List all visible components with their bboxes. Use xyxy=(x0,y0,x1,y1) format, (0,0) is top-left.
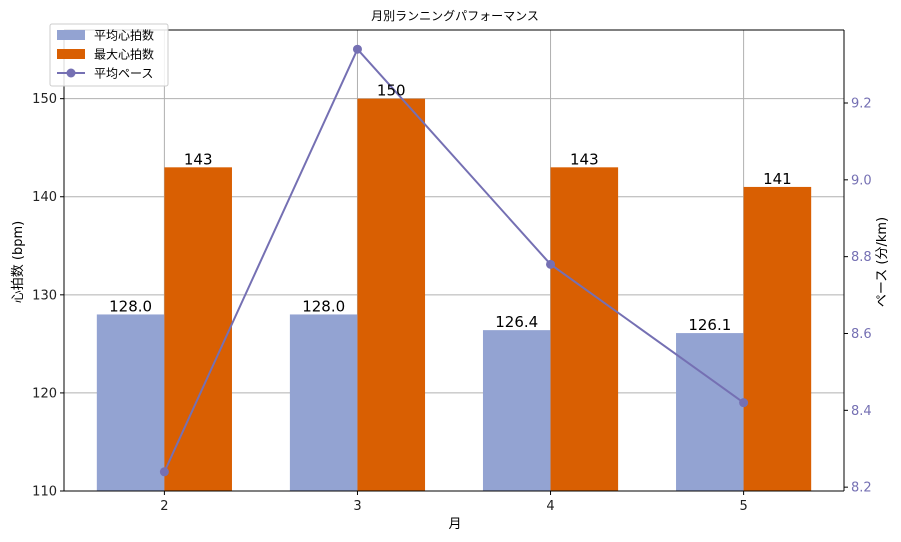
y2-axis-label: ペース (分/km) xyxy=(875,217,890,307)
legend-swatch xyxy=(57,30,85,40)
bar-label-max-hr: 143 xyxy=(184,150,213,168)
pace-line xyxy=(159,44,749,477)
bar-label-avg-hr: 126.4 xyxy=(495,313,538,331)
y-tick-label: 120 xyxy=(32,386,57,401)
x-tick-label: 2 xyxy=(160,499,168,514)
bar-avg-hr xyxy=(289,314,358,491)
bar-label-max-hr: 143 xyxy=(570,150,599,168)
y-tick-label: 110 xyxy=(32,485,57,500)
legend-label: 平均ペース xyxy=(94,67,153,81)
bar-label-avg-hr: 126.1 xyxy=(688,316,731,334)
bar-labels: 128.0 143 128.0 150 126.4 143 126.1 141 xyxy=(109,82,792,334)
x-tick-label: 3 xyxy=(353,499,361,514)
y2-tick-label: 8.8 xyxy=(851,250,872,265)
y2-tick-label: 8.4 xyxy=(851,404,872,419)
x-tick-label: 4 xyxy=(546,499,554,514)
bar-label-max-hr: 141 xyxy=(763,170,792,188)
y-tick-label: 150 xyxy=(32,92,57,107)
y2-tick-label: 8.6 xyxy=(851,327,872,342)
bar-label-avg-hr: 128.0 xyxy=(302,297,345,315)
pace-point xyxy=(352,44,362,54)
pace-line-path xyxy=(163,47,745,473)
y2-tick-label: 9.2 xyxy=(851,96,872,111)
y-tick-label: 130 xyxy=(32,288,57,303)
y-axis-label: 心拍数 (bpm) xyxy=(11,221,26,303)
bar-max-hr xyxy=(550,167,619,491)
legend-swatch xyxy=(57,49,85,59)
y2-tick-label: 8.2 xyxy=(851,481,872,496)
pace-point xyxy=(739,398,749,408)
bar-max-hr xyxy=(164,167,232,491)
y-tick-label: 140 xyxy=(32,190,57,205)
bar-max-hr xyxy=(357,98,426,491)
pace-point xyxy=(159,467,169,477)
bar-avg-hr xyxy=(482,330,551,491)
legend-swatch-marker xyxy=(66,68,76,78)
y2-tick-label: 9.0 xyxy=(851,173,872,188)
x-tick-label: 5 xyxy=(739,499,747,514)
bar-max-hr xyxy=(743,186,812,492)
legend-label: 平均心拍数 xyxy=(94,28,154,43)
axes: 110 120 130 140 150 8.2 8.4 8.6 8.8 9.0 9.2 2 3 4 5 xyxy=(32,29,872,514)
pace-point xyxy=(546,259,556,269)
chart-title: 月別ランニングパフォーマンス xyxy=(371,9,539,23)
bar-label-max-hr: 150 xyxy=(377,82,406,100)
bar-label-avg-hr: 128.0 xyxy=(109,297,152,315)
legend-label: 最大心拍数 xyxy=(94,47,154,62)
bar-avg-hr xyxy=(96,314,165,491)
bars xyxy=(96,98,812,492)
bar-avg-hr xyxy=(676,333,744,491)
x-axis-label: 月 xyxy=(448,517,461,532)
